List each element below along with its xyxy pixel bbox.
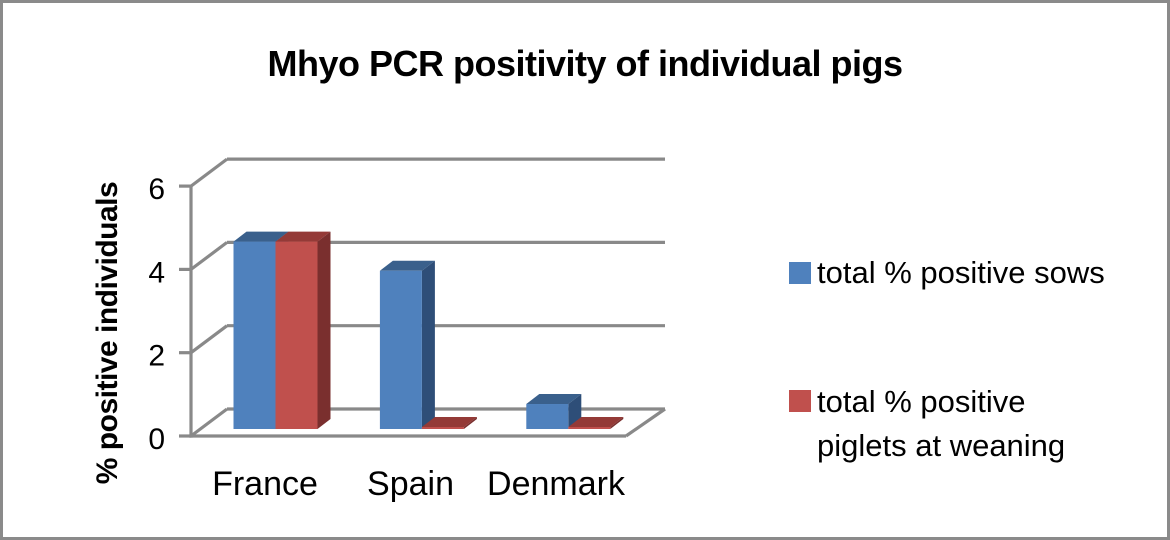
bar-top-sows bbox=[233, 231, 289, 242]
legend-label-piglets-line2: piglets at weaning bbox=[817, 428, 1066, 463]
bar-piglets-spain bbox=[421, 427, 464, 429]
bar-sows-denmark bbox=[526, 404, 569, 429]
floor-right-edge bbox=[625, 407, 666, 438]
legend: total % positive sows total % positive p… bbox=[789, 3, 1167, 537]
legend-item-piglets: total % positive piglets at weaning bbox=[789, 380, 1065, 468]
bar-top-piglets bbox=[275, 231, 331, 242]
gridline-depth-connector bbox=[190, 407, 228, 438]
y-tick-label: 0 bbox=[148, 423, 165, 456]
legend-swatch-piglets bbox=[789, 390, 811, 412]
legend-swatch-sows bbox=[789, 262, 811, 284]
gridline-depth-connector bbox=[190, 241, 228, 271]
bar-top-sows bbox=[526, 394, 582, 405]
bar-side-sows bbox=[421, 260, 435, 429]
bar-side-piglets bbox=[463, 417, 477, 429]
gridline-depth-connector bbox=[190, 324, 228, 354]
bar-sows-spain bbox=[379, 270, 422, 429]
legend-label-piglets-line1: total % positive bbox=[817, 384, 1026, 419]
plot-area: 0 2 4 6 France Spain Denmark bbox=[148, 157, 666, 503]
legend-item-sows: total % positive sows bbox=[789, 253, 1105, 293]
legend-label-sows: total % positive sows bbox=[817, 255, 1105, 290]
y-tick-label: 4 bbox=[148, 256, 165, 289]
bar-sows-france bbox=[233, 241, 276, 429]
bar-side-piglets bbox=[610, 417, 624, 429]
y-tick-label: 6 bbox=[148, 173, 165, 206]
chart-title: Mhyo PCR positivity of individual pigs bbox=[267, 43, 903, 84]
bar-top-piglets bbox=[421, 417, 477, 427]
bar-top-sows bbox=[379, 260, 435, 271]
bar-piglets-denmark bbox=[568, 427, 611, 429]
bar-side-piglets bbox=[317, 231, 331, 429]
category-label: France bbox=[212, 465, 318, 503]
category-label: Denmark bbox=[487, 465, 626, 503]
bar-piglets-france bbox=[275, 241, 318, 429]
gridline-depth-connector bbox=[190, 157, 228, 188]
y-tick-label: 2 bbox=[148, 340, 165, 373]
legend-label-piglets: total % positive piglets at weaning bbox=[817, 380, 1065, 468]
category-label: Spain bbox=[367, 465, 454, 503]
bar-top-piglets bbox=[568, 417, 624, 427]
